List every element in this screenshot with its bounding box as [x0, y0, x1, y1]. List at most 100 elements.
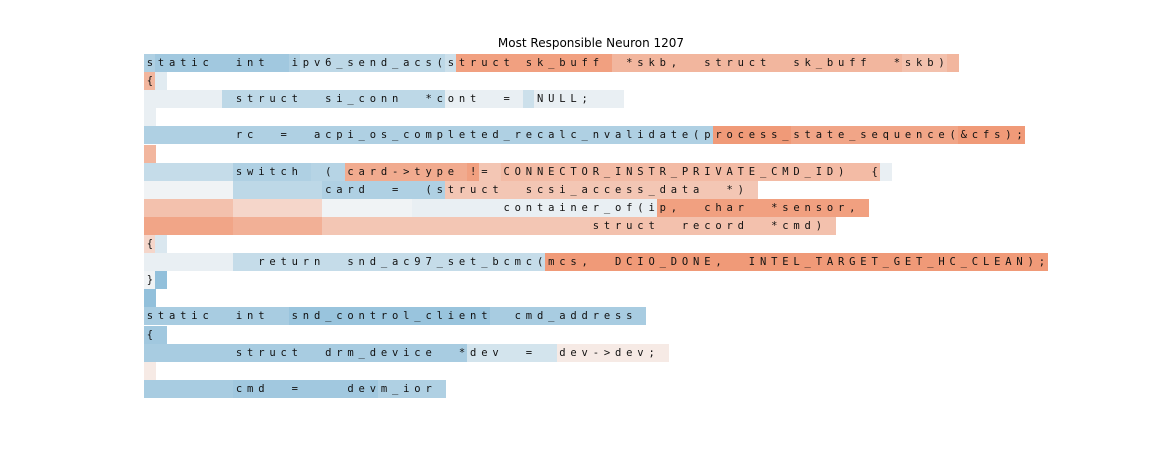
token-cell [177, 162, 190, 181]
token-cell: i [556, 198, 569, 217]
token-cell [746, 216, 758, 235]
token-cell: o [367, 90, 379, 109]
token-cell [590, 90, 602, 109]
token-cell: i [233, 307, 245, 326]
token-cell [155, 90, 167, 109]
token-cell: M [779, 162, 792, 181]
token-cell: t [467, 126, 480, 145]
token-cell: N [534, 162, 546, 181]
token-cell [333, 379, 346, 398]
token-cell: v [389, 343, 402, 362]
token-cell: d [578, 307, 591, 326]
token-cell [590, 253, 602, 272]
token-cell: { [144, 235, 156, 253]
token-cell [690, 54, 703, 72]
token-cell: e [790, 198, 803, 217]
token-cell: E [902, 253, 914, 272]
token-cell: s [344, 54, 357, 72]
token-cell [367, 198, 379, 217]
token-cell [144, 289, 156, 308]
token-cell [467, 216, 480, 235]
token-cell [266, 198, 279, 217]
token-cell: k [801, 54, 814, 72]
token-cell: e [868, 126, 881, 145]
token-cell [155, 72, 167, 91]
token-cell: , [712, 253, 725, 272]
token-cell: c [556, 253, 569, 272]
token-cell: a [166, 307, 179, 326]
token-cell: m [790, 216, 803, 235]
token-cell [244, 198, 257, 217]
token-cell: t [679, 180, 691, 199]
token-cell [311, 198, 323, 217]
token-cell [244, 216, 257, 235]
token-cell [210, 162, 223, 181]
token-cell [144, 198, 156, 217]
token-cell: u [266, 343, 279, 362]
token-cell: l [445, 126, 457, 145]
token-cell [523, 216, 535, 235]
token-cell: u [891, 126, 903, 145]
token-cell: d [556, 343, 569, 362]
token-cell: c [277, 343, 290, 362]
token-cell: r [333, 343, 346, 362]
token-cell [222, 198, 234, 217]
token-cell: n [244, 307, 257, 326]
token-cell: t [177, 54, 190, 72]
token-cell [634, 307, 647, 326]
token-cell: r [255, 253, 268, 272]
token-cell: I [612, 162, 625, 181]
token-cell: s [523, 54, 535, 72]
token-cell [500, 180, 513, 199]
token-cell: r [612, 216, 625, 235]
token-cell: c [567, 126, 580, 145]
token-cell: p [300, 54, 312, 72]
token-cell: T [645, 162, 658, 181]
token-cell [300, 90, 312, 109]
token-cell: _ [668, 162, 680, 181]
token-cell [222, 54, 234, 72]
token-cell [445, 216, 457, 235]
token-cell [757, 216, 769, 235]
token-cell: a [333, 180, 346, 199]
token-cell [768, 54, 781, 72]
token-cell [511, 54, 524, 72]
token-cell: t [288, 343, 301, 362]
token-cell: _ [344, 90, 357, 109]
token-cell: c [400, 253, 413, 272]
token-cell [879, 54, 892, 72]
token-cell: v [601, 126, 613, 145]
token-cell: c [233, 379, 245, 398]
token-cell: = [478, 162, 491, 181]
token-cell: f [980, 126, 992, 145]
token-cell: m [378, 379, 390, 398]
token-cell: e [266, 253, 279, 272]
token-cell: E [746, 162, 758, 181]
token-cell [144, 108, 156, 127]
token-cell [144, 361, 156, 380]
token-cell: R [690, 162, 703, 181]
token-cell: E [857, 253, 870, 272]
token-cell: e [523, 126, 535, 145]
token-cell: c [478, 180, 491, 199]
token-cell [155, 235, 167, 253]
token-cell: t [177, 307, 190, 326]
token-cell: v [311, 54, 323, 72]
token-cell [222, 162, 234, 181]
token-cell: n [523, 198, 535, 217]
token-cell: c [969, 126, 981, 145]
token-cell: r [456, 180, 468, 199]
token-cell: o [612, 198, 625, 217]
token-cell: o [723, 126, 736, 145]
token-cell [411, 216, 424, 235]
token-cell [155, 126, 167, 145]
token-cell: p [433, 162, 446, 181]
token-cell [411, 180, 424, 199]
token-cell [199, 180, 212, 199]
token-cell: k [913, 54, 926, 72]
token-cell [400, 198, 413, 217]
token-cell: e [355, 54, 368, 72]
token-cell: S [634, 162, 647, 181]
token-cell [244, 180, 257, 199]
token-cell: l [400, 307, 413, 326]
